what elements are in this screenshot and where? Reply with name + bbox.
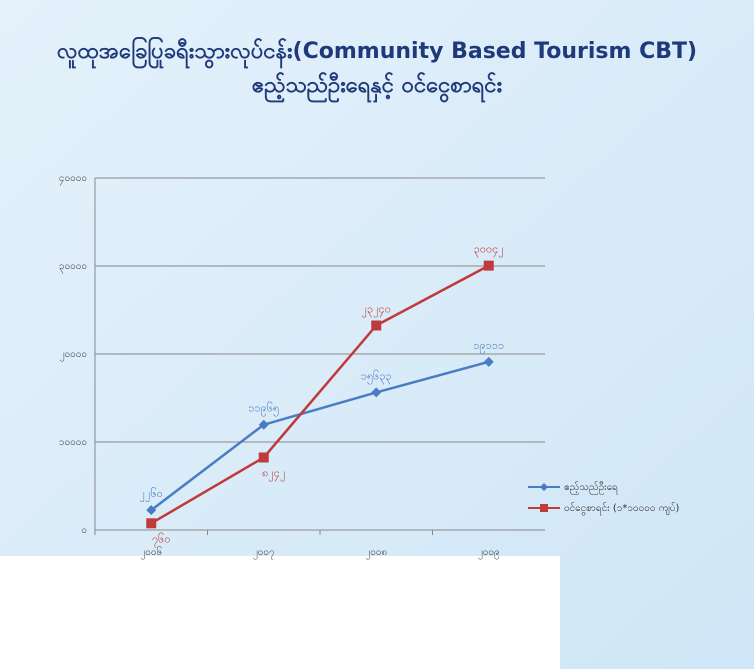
- y-tick-label: ၂၀၀၀၀: [60, 349, 87, 362]
- data-label: ၂၂၆၀: [140, 487, 163, 502]
- data-label: ၇၆၀: [152, 532, 171, 547]
- marker: [371, 387, 382, 398]
- chart-subtitle: ဧည့်သည်ဦးရေနှင့် ဝင်ငွေစာရင်း: [252, 71, 503, 103]
- data-label: ၁၁၉၆၅: [248, 402, 279, 417]
- legend-label: ဝင်ငွေစာရင်း (၁*၁၀၀၀၀ ကျပ်): [564, 501, 679, 516]
- data-label: ၃၀၀၄၂: [474, 243, 504, 258]
- marker: [483, 356, 494, 367]
- y-tick-label: ၃၀၀၀၀: [59, 261, 87, 274]
- x-tick-label: ၂၀၀၉: [478, 547, 500, 560]
- y-tick-label: ၁၀၀၀၀: [59, 437, 87, 448]
- y-tick-label: ၀: [81, 525, 87, 536]
- x-tick-label: ၂၀၀၆: [140, 545, 162, 560]
- marker: [146, 505, 157, 516]
- legend-marker: [540, 483, 548, 491]
- data-label: ၁၉၁၁၁: [473, 339, 504, 354]
- marker: [146, 518, 157, 529]
- marker: [258, 419, 269, 430]
- x-tick-label: ၂၀၀၈: [365, 547, 387, 560]
- data-label: ၈၂၄၂: [262, 466, 285, 481]
- data-label: ၂၃၂၄၀: [362, 302, 391, 317]
- marker: [258, 452, 269, 463]
- marker: [371, 320, 382, 331]
- x-tick-label: ၂၀၀၇: [253, 547, 275, 560]
- blank-area: [0, 556, 560, 669]
- series-line: [150, 264, 490, 525]
- legend-label: ဧည့်သည်ဦးရေ: [564, 480, 618, 495]
- chart-title: လူထုအခြေပြုခရီးသွားလုပ်ငန်း(Community Ba…: [57, 36, 697, 69]
- y-tick-label: ၄၀၀၀၀: [59, 173, 87, 186]
- marker: [483, 260, 494, 271]
- legend-marker: [540, 504, 548, 512]
- data-label: ၁၅၆၃၃: [361, 369, 392, 384]
- series-line: [150, 360, 490, 512]
